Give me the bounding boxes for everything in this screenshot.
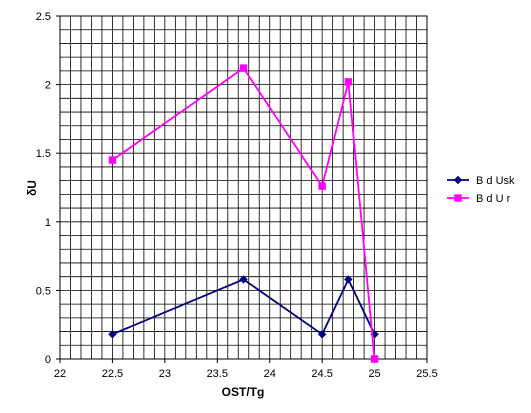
data-point: [318, 182, 326, 190]
y-axis-ticks: 0 0.5 1 1.5 2 2.5: [36, 11, 60, 366]
data-point: [108, 330, 117, 339]
legend-marker: [453, 175, 463, 185]
data-point: [370, 355, 379, 363]
legend-item: B d Usk: [447, 175, 515, 187]
x-axis-ticks: 22 22.5 23 23.5 24 24.5 25 25.5: [54, 359, 438, 380]
series-1: [108, 275, 379, 339]
series-2: [108, 64, 379, 363]
legend-label: B d U r: [476, 193, 511, 205]
y-tick-label: 1.5: [36, 148, 51, 160]
x-tick-label: 24: [264, 368, 276, 380]
legend: B d Usk B d U r: [447, 175, 515, 205]
y-tick-label: 0.5: [36, 285, 51, 297]
legend-marker: [454, 194, 462, 202]
x-tick-label: 25.5: [416, 368, 437, 380]
y-tick-label: 2: [45, 80, 51, 92]
data-point: [108, 156, 117, 164]
x-tick-label: 25: [368, 368, 380, 380]
y-axis-label: δU: [25, 180, 39, 196]
data-point: [344, 275, 353, 284]
legend-label: B d Usk: [476, 175, 515, 187]
x-tick-label: 23.5: [207, 368, 228, 380]
data-point: [317, 330, 327, 339]
data-point: [239, 275, 248, 284]
x-tick-label: 22.5: [102, 368, 123, 380]
x-tick-label: 22: [54, 368, 66, 380]
series-line: [112, 277, 376, 336]
x-tick-label: 24.5: [311, 368, 332, 380]
x-axis-label: OST/Tg: [222, 385, 265, 399]
x-tick-label: 23: [159, 368, 171, 380]
data-point: [344, 78, 353, 86]
y-tick-label: 2.5: [36, 11, 51, 23]
y-tick-label: 1: [45, 217, 51, 229]
plot-area-frame: [59, 15, 428, 360]
y-tick-label: 0: [45, 354, 51, 366]
data-point: [239, 64, 248, 72]
series-layer: [108, 64, 379, 363]
legend-item: B d U r: [447, 193, 511, 205]
